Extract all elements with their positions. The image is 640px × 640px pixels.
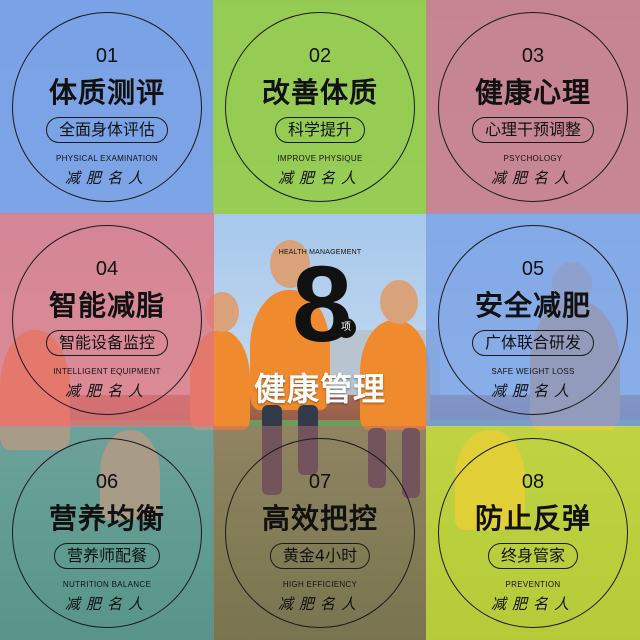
feature-badge-3: 03 健康心理 心理干预调整 PSYCHOLOGY 减肥名人 — [438, 12, 628, 202]
feature-badge-8: 08 防止反弹 终身管家 PREVENTION 减肥名人 — [438, 438, 628, 628]
badge-title: 体质测评 — [48, 76, 165, 109]
badge-brand: 减肥名人 — [64, 169, 149, 187]
feature-badge-4: 04 智能减脂 智能设备监控 INTELLIGENT EQUIPMENT 减肥名… — [12, 225, 202, 415]
badge-pill: 黄金4小时 — [269, 543, 371, 569]
center-title: 健康管理 — [253, 370, 386, 408]
badge-brand: 减肥名人 — [64, 382, 149, 400]
badge-pill: 广体联合研发 — [471, 330, 595, 356]
badge-title: 高效把控 — [261, 502, 378, 535]
badge-brand: 减肥名人 — [277, 169, 362, 187]
badge-title: 防止反弹 — [474, 502, 591, 535]
badge-english: HIGH EFFICIENCY — [282, 580, 358, 589]
feature-badge-1: 01 体质测评 全面身体评估 PHYSICAL EXAMINATION 减肥名人 — [12, 12, 202, 202]
badge-english: PHYSICAL EXAMINATION — [55, 154, 159, 163]
badge-brand: 减肥名人 — [490, 169, 575, 187]
badge-pill: 科学提升 — [274, 117, 366, 143]
badge-number: 04 — [95, 258, 119, 280]
badge-english: IMPROVE PHYSIQUE — [277, 154, 363, 163]
badge-number: 07 — [308, 471, 332, 493]
badge-pill: 心理干预调整 — [471, 117, 595, 143]
badge-number: 03 — [521, 45, 545, 67]
badge-english: PSYCHOLOGY — [503, 154, 563, 163]
badge-pill: 全面身体评估 — [45, 117, 169, 143]
badge-title: 安全减肥 — [474, 289, 591, 322]
badge-english: SAFE WEIGHT LOSS — [491, 367, 575, 376]
feature-badge-2: 02 改善体质 科学提升 IMPROVE PHYSIQUE 减肥名人 — [225, 12, 415, 202]
badge-english: PREVENTION — [505, 580, 561, 589]
badge-brand: 减肥名人 — [490, 595, 575, 613]
center-unit-badge: 项 — [336, 318, 356, 338]
badge-number: 02 — [308, 45, 332, 67]
badge-title: 智能减脂 — [48, 289, 165, 322]
center-subtitle-english: HEALTH MANAGEMENT — [278, 249, 362, 256]
badge-brand: 减肥名人 — [277, 595, 362, 613]
badge-pill: 智能设备监控 — [45, 330, 169, 356]
feature-badge-5: 05 安全减肥 广体联合研发 SAFE WEIGHT LOSS 减肥名人 — [438, 225, 628, 415]
feature-badge-6: 06 营养均衡 营养师配餐 NUTRITION BALANCE 减肥名人 — [12, 438, 202, 628]
badge-title: 健康心理 — [474, 76, 591, 109]
badge-brand: 减肥名人 — [64, 595, 149, 613]
feature-badge-7: 07 高效把控 黄金4小时 HIGH EFFICIENCY 减肥名人 — [225, 438, 415, 628]
badge-number: 06 — [95, 471, 119, 493]
badge-number: 01 — [95, 45, 119, 67]
badge-number: 05 — [521, 258, 545, 280]
badge-title: 营养均衡 — [48, 502, 165, 535]
badge-pill: 终身管家 — [487, 543, 579, 569]
badge-brand: 减肥名人 — [490, 382, 575, 400]
badge-english: INTELLIGENT EQUIPMENT — [53, 367, 161, 376]
badge-number: 08 — [521, 471, 545, 493]
badge-title: 改善体质 — [261, 76, 378, 109]
badge-pill: 营养师配餐 — [53, 543, 161, 569]
center-big-number: 8 — [291, 243, 353, 364]
badge-english: NUTRITION BALANCE — [62, 580, 152, 589]
